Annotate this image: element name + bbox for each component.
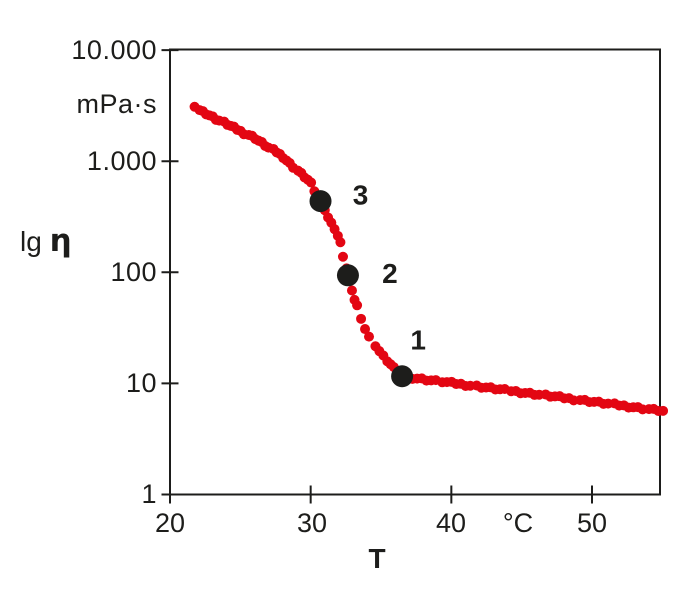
data-point — [364, 331, 375, 342]
highlight-point-1 — [391, 365, 414, 388]
y-axis-title-prefix: lg — [20, 226, 42, 257]
x-tick-label-30: 30 — [296, 508, 328, 538]
y-tick-label-10000: 10.000 — [71, 35, 157, 65]
x-tick-label-50: 50 — [576, 508, 608, 538]
plot-border — [169, 48, 661, 496]
eta-symbol: η — [49, 223, 72, 259]
x-tick-label-40: 40 — [435, 508, 467, 538]
data-point — [658, 405, 669, 416]
data-point — [335, 237, 346, 248]
y-axis-unit-label: mPa·s — [76, 89, 157, 119]
highlight-point-3 — [309, 190, 332, 213]
data-point — [352, 300, 363, 311]
data-point — [346, 285, 357, 296]
data-point — [337, 251, 348, 262]
point-label-2: 2 — [382, 258, 398, 289]
data-point — [360, 324, 371, 335]
y-axis-title: lg η — [20, 224, 72, 259]
y-tick-label-1000: 1.000 — [86, 146, 157, 176]
y-tick-label-1: 1 — [141, 479, 157, 509]
y-tick-label-10: 10 — [125, 368, 157, 398]
data-point — [356, 313, 367, 324]
point-label-3: 3 — [353, 180, 369, 211]
point-label-1: 1 — [410, 325, 426, 356]
highlight-point-2 — [336, 264, 359, 287]
x-axis-title: T — [368, 543, 386, 574]
x-axis-unit-label: °C — [502, 508, 534, 538]
y-tick-label-100: 100 — [110, 257, 157, 287]
data-point — [306, 177, 317, 188]
x-tick-label-20: 20 — [154, 508, 186, 538]
